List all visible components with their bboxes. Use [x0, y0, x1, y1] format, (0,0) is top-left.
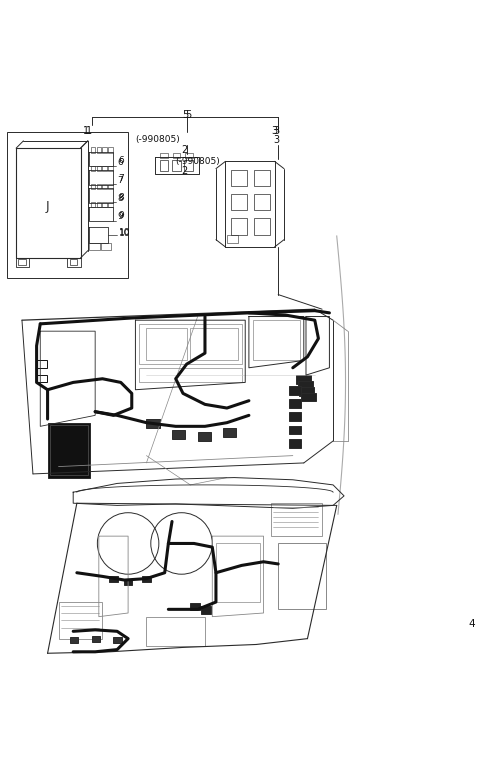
Bar [108, 202, 113, 208]
Bar [142, 576, 151, 582]
Text: 7: 7 [117, 176, 123, 185]
Bar [103, 202, 107, 208]
Bar [7, 132, 128, 279]
Bar [289, 439, 301, 447]
Text: 5: 5 [182, 110, 188, 120]
Bar [289, 412, 301, 421]
Text: 6: 6 [119, 156, 124, 165]
Bar [198, 433, 211, 441]
Bar [36, 360, 47, 368]
Text: (-990805): (-990805) [176, 157, 220, 166]
Bar [230, 219, 247, 234]
Bar [172, 159, 181, 171]
Bar [92, 636, 100, 642]
Text: 1: 1 [86, 126, 93, 136]
Bar [301, 393, 315, 401]
Bar [278, 544, 326, 609]
Bar [252, 321, 300, 360]
Bar [91, 166, 95, 171]
Bar [89, 244, 99, 250]
Bar [184, 159, 193, 171]
Bar [108, 166, 113, 171]
Bar [48, 422, 90, 478]
Bar [216, 544, 260, 602]
Text: 8: 8 [119, 193, 124, 202]
Text: 3: 3 [273, 135, 279, 145]
Text: (-990805): (-990805) [135, 135, 180, 144]
Bar [139, 368, 241, 383]
Bar [223, 428, 237, 436]
Text: 2: 2 [181, 145, 188, 155]
Bar [298, 381, 312, 390]
Bar [36, 375, 47, 383]
Bar [160, 152, 168, 158]
Bar [96, 184, 101, 189]
Text: 2: 2 [181, 166, 188, 177]
Text: 5: 5 [185, 110, 192, 120]
Bar [190, 603, 200, 610]
Text: 10: 10 [119, 230, 130, 238]
Text: 8: 8 [117, 194, 123, 203]
Bar [96, 147, 101, 152]
Bar [91, 184, 95, 189]
Bar [70, 637, 78, 643]
Bar [230, 170, 247, 186]
Bar [101, 244, 111, 250]
Bar [113, 637, 122, 643]
Bar [108, 184, 113, 189]
Bar [103, 166, 107, 171]
Bar [59, 602, 103, 639]
Bar [103, 147, 107, 152]
Text: J: J [46, 200, 49, 213]
Bar [124, 579, 132, 585]
Bar [289, 399, 301, 408]
Bar [191, 328, 238, 360]
Bar [185, 152, 192, 158]
Bar [172, 430, 185, 439]
Bar [289, 426, 301, 434]
Bar [70, 259, 77, 265]
Bar [50, 425, 88, 475]
Text: 10: 10 [119, 228, 130, 237]
Bar [103, 184, 107, 189]
Bar [159, 159, 168, 171]
Bar [271, 503, 322, 536]
Text: 3: 3 [273, 126, 279, 136]
Bar [201, 606, 211, 614]
Bar [139, 324, 241, 364]
Text: 4: 4 [468, 619, 475, 629]
Bar [109, 576, 118, 582]
Text: 9: 9 [119, 211, 124, 220]
Bar [146, 617, 205, 646]
Bar [96, 202, 101, 208]
Bar [108, 147, 113, 152]
Bar [300, 387, 314, 395]
Bar [297, 375, 311, 384]
Bar [91, 147, 95, 152]
Text: 7: 7 [119, 174, 124, 184]
Bar [254, 170, 270, 186]
Bar [254, 219, 270, 234]
Text: 3: 3 [271, 126, 277, 136]
Bar [173, 152, 180, 158]
Bar [230, 194, 247, 210]
Bar [289, 386, 301, 395]
Bar [146, 419, 159, 428]
Text: 6: 6 [117, 158, 123, 166]
Bar [254, 194, 270, 210]
Bar [96, 166, 101, 171]
Bar [227, 234, 238, 244]
Bar [91, 202, 95, 208]
Bar [146, 328, 187, 360]
Bar [18, 259, 25, 265]
Text: 9: 9 [117, 212, 123, 222]
Text: 1: 1 [84, 126, 90, 136]
